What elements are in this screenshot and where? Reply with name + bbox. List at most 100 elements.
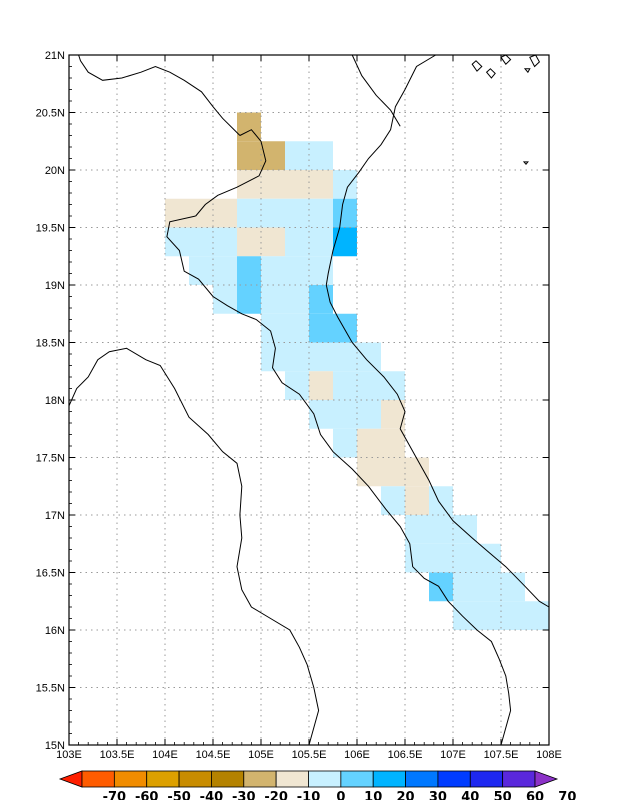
colorbar-segment — [146, 770, 180, 788]
grid-cell — [333, 428, 357, 458]
colorbar-label: -30 — [232, 790, 256, 800]
grid-cell — [309, 170, 333, 199]
colorbar-segment — [340, 770, 374, 788]
coastline-and-borders — [68, 54, 550, 746]
island — [523, 68, 531, 74]
colorbar-segment — [178, 770, 212, 788]
colorbar-label: -60 — [135, 790, 159, 800]
grid-cell — [309, 342, 333, 372]
grid-cell — [189, 256, 213, 285]
grid-cell — [237, 227, 261, 257]
grid-cell — [405, 543, 429, 573]
grid-cell — [453, 543, 477, 573]
grid-cell — [285, 227, 309, 257]
grid-cell — [213, 256, 237, 285]
grid-cell — [477, 572, 501, 602]
grid-cell — [501, 572, 525, 602]
grid-cell — [285, 141, 309, 170]
colorbar-label: 60 — [526, 790, 544, 800]
grid-cell — [333, 400, 357, 429]
grid-cell — [381, 371, 405, 400]
grid-cell — [309, 400, 333, 429]
y-axis-ticks: 21N 20.5N 20N 19.5N 19N 18.5N 18N 17.5N 17N 16.5N… — [36, 50, 549, 752]
grid-cell — [381, 486, 405, 515]
colorbar-segment — [372, 770, 406, 788]
grid-cell — [429, 515, 453, 544]
grid-cell — [357, 428, 381, 458]
grid-cell — [333, 227, 357, 257]
grid-cell — [429, 486, 453, 515]
colorbar-label: 10 — [364, 790, 382, 800]
grid-cell — [189, 198, 213, 228]
grid-cell — [285, 342, 309, 372]
x-axis-ticks: 103E 103.5E 104E 104.5E 105E 105.5E 106E 106.5E… — [56, 55, 562, 761]
grid-cell — [309, 227, 333, 257]
grid-cell — [237, 141, 261, 170]
colorbar-segment — [243, 770, 277, 788]
colorbar-label: -40 — [200, 790, 224, 800]
colorbar-segment — [275, 770, 309, 788]
y-tick-label: 19.5N — [36, 223, 65, 235]
y-tick-label: 20N — [45, 165, 65, 177]
colorbar-label: 50 — [494, 790, 512, 800]
grid-cell — [237, 285, 261, 314]
colorbar-segment — [308, 770, 342, 788]
colorbar-label: 40 — [461, 790, 479, 800]
grid-cell — [453, 572, 477, 602]
country-border — [78, 54, 241, 136]
grid-cell — [405, 457, 429, 487]
y-tick-label: 21N — [45, 50, 65, 62]
x-tick-label: 104E — [152, 749, 178, 761]
colorbar-segment — [211, 770, 245, 788]
grid-cell — [525, 601, 549, 630]
grid-cell — [309, 313, 333, 343]
colorbar-label: 20 — [397, 790, 415, 800]
island — [485, 68, 496, 79]
colorbar-label: 30 — [429, 790, 447, 800]
grid-cell — [429, 543, 453, 573]
grid-cell — [309, 256, 333, 285]
grid-cell — [309, 198, 333, 228]
grid-cell — [405, 486, 429, 515]
x-tick-label: 105E — [248, 749, 274, 761]
grid-cell — [213, 227, 237, 257]
grid-cell — [405, 515, 429, 544]
island — [522, 161, 529, 165]
colorbar-segment — [81, 770, 115, 788]
grid-cell — [333, 313, 357, 343]
y-tick-label: 18N — [45, 395, 65, 407]
grid-cell — [381, 428, 405, 458]
grid-cell — [309, 371, 333, 400]
grid-cell — [285, 285, 309, 314]
grid-cell — [333, 371, 357, 400]
y-tick-label: 17N — [45, 510, 65, 522]
y-tick-label: 20.5N — [36, 108, 65, 120]
grid-cell — [261, 313, 285, 343]
colorbar-label: -70 — [103, 790, 127, 800]
grid-cell — [261, 285, 285, 314]
colorbar-segment — [437, 770, 471, 788]
colorbar-label: -10 — [297, 790, 321, 800]
grid-cell — [357, 342, 381, 372]
y-tick-label: 15.5N — [36, 683, 65, 695]
x-tick-label: 106E — [344, 749, 370, 761]
colorbar-label: -50 — [167, 790, 191, 800]
colorbar-label: 70 — [558, 790, 576, 800]
y-tick-label: 16.5N — [36, 568, 65, 580]
island — [529, 54, 541, 68]
grid-cell — [381, 400, 405, 429]
grid-cell — [285, 313, 309, 343]
colorbar-label: -20 — [264, 790, 288, 800]
grid-cell — [285, 371, 309, 400]
grid-cell — [285, 198, 309, 228]
colorbar-segment — [469, 770, 504, 788]
grid-cell — [357, 371, 381, 400]
coastline — [325, 54, 550, 608]
grid-cell — [237, 170, 261, 199]
grid-cell — [213, 198, 237, 228]
grid-cell — [261, 198, 285, 228]
colorbar-segment — [113, 770, 148, 788]
grid-cell — [333, 170, 357, 199]
country-border — [68, 347, 320, 746]
grid-cell — [453, 601, 477, 630]
